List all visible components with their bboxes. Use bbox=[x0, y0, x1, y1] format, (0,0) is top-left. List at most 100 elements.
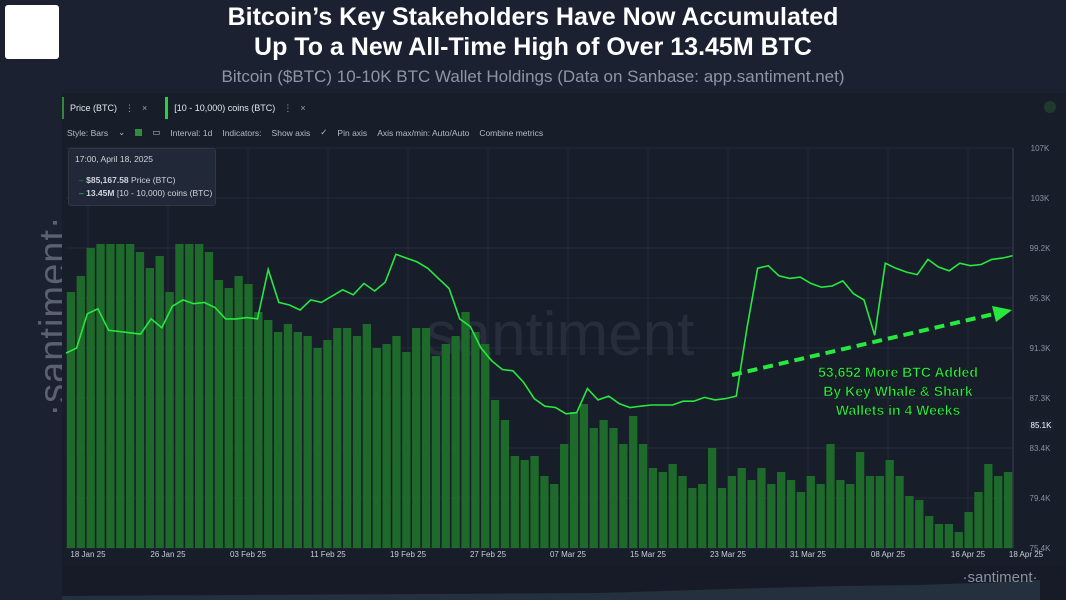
qr-code bbox=[5, 5, 59, 59]
price-line bbox=[65, 253, 1014, 415]
tooltip-holdings-label: [10 - 10,000) coins (BTC) bbox=[116, 188, 213, 198]
holdings-bar bbox=[214, 280, 224, 548]
holdings-bar bbox=[974, 492, 983, 548]
color-swatch[interactable] bbox=[135, 129, 143, 136]
holdings-bar bbox=[323, 340, 332, 548]
holdings-bar bbox=[984, 464, 993, 548]
holdings-bar bbox=[599, 420, 608, 548]
holdings-bar bbox=[283, 324, 293, 548]
holdings-bar bbox=[500, 420, 510, 548]
current-price-label: 85.1K bbox=[1031, 421, 1053, 430]
show-axis-toggle[interactable]: Show axis bbox=[271, 127, 311, 138]
holdings-bar bbox=[826, 444, 835, 548]
x-tick-label: 03 Feb 25 bbox=[230, 550, 267, 559]
holdings-bar bbox=[954, 532, 963, 548]
holdings-bar bbox=[66, 292, 76, 548]
holdings-bar bbox=[678, 476, 687, 548]
holdings-bar bbox=[185, 244, 194, 548]
holdings-bar bbox=[540, 476, 549, 548]
holdings-bar bbox=[737, 468, 746, 548]
holdings-bar bbox=[796, 492, 806, 548]
calendar-icon[interactable]: ▭ bbox=[152, 127, 161, 137]
holdings-bar bbox=[244, 284, 253, 548]
holdings-bar bbox=[96, 244, 105, 548]
holdings-bar bbox=[915, 500, 924, 548]
interval-select[interactable]: Interval: 1d bbox=[170, 127, 213, 138]
status-dot-icon[interactable] bbox=[1044, 101, 1056, 113]
holdings-bar bbox=[895, 476, 904, 548]
holdings-bar bbox=[816, 484, 825, 548]
y-tick-label: 83.4K bbox=[1030, 444, 1052, 453]
tooltip-holdings-row: – 13.45M [10 - 10,000) coins (BTC) bbox=[79, 188, 213, 198]
pin-axis-toggle[interactable]: Pin axis bbox=[337, 127, 368, 138]
chart-controls: Style: Bars ⌄ ▭ Interval: 1d Indicators:… bbox=[67, 127, 543, 138]
x-tick-label: 16 Apr 25 bbox=[951, 550, 986, 559]
holdings-bar bbox=[106, 244, 115, 548]
metric-tabs: Price (BTC) ⋮ × [10 - 10,000) coins (BTC… bbox=[62, 95, 324, 121]
holdings-bar bbox=[86, 248, 95, 548]
holdings-bar bbox=[698, 484, 707, 548]
holdings-bar bbox=[579, 404, 589, 548]
x-tick-label: 23 Mar 25 bbox=[710, 550, 747, 559]
trend-arrow-head bbox=[992, 306, 1012, 322]
y-tick-label: 99.2K bbox=[1030, 244, 1052, 253]
indicators-select[interactable]: Indicators: bbox=[222, 127, 262, 138]
holdings-bar bbox=[638, 444, 648, 548]
holdings-bar bbox=[352, 336, 362, 548]
holdings-bar bbox=[421, 328, 431, 548]
holdings-bar bbox=[145, 268, 154, 548]
tooltip-price-value: $85,167.58 bbox=[86, 175, 129, 185]
holdings-bar bbox=[481, 344, 490, 548]
holdings-bar bbox=[293, 332, 302, 548]
holdings-bar bbox=[76, 276, 85, 548]
holdings-bar bbox=[125, 244, 135, 548]
holdings-bar bbox=[264, 320, 273, 548]
x-tick-label: 18 Apr 25 bbox=[1009, 550, 1044, 559]
current-price-badge bbox=[1028, 419, 1054, 432]
holdings-bar bbox=[569, 412, 579, 548]
chart-tooltip: 17:00, April 18, 2025 – $85,167.58 Price… bbox=[68, 148, 216, 206]
y-tick-label: 103K bbox=[1031, 194, 1050, 203]
holdings-bar bbox=[342, 328, 352, 548]
holdings-bar bbox=[135, 252, 145, 548]
x-tick-label: 08 Apr 25 bbox=[871, 550, 906, 559]
chevron-down-icon: ⌄ bbox=[118, 127, 126, 137]
more-icon[interactable]: ⋮ bbox=[283, 102, 293, 113]
holdings-bar bbox=[441, 344, 450, 548]
y-tick-label: 75.4K bbox=[1030, 544, 1052, 553]
y-tick-label: 107K bbox=[1031, 144, 1050, 153]
holdings-bar bbox=[175, 244, 184, 548]
close-icon[interactable]: × bbox=[142, 103, 148, 113]
y-tick-label: 79.4K bbox=[1030, 494, 1052, 503]
holdings-bar bbox=[530, 456, 539, 548]
holdings-bar bbox=[165, 292, 174, 548]
holdings-bar bbox=[155, 256, 164, 548]
x-tick-label: 18 Jan 25 bbox=[70, 550, 106, 559]
holdings-bar bbox=[550, 484, 559, 548]
holdings-bar bbox=[668, 464, 677, 548]
combine-metrics-button[interactable]: Combine metrics bbox=[479, 127, 544, 138]
holdings-bar bbox=[195, 244, 204, 548]
holdings-bar bbox=[629, 416, 638, 548]
style-select[interactable]: Style: Bars bbox=[67, 127, 109, 138]
y-tick-label: 95.3K bbox=[1030, 294, 1052, 303]
holdings-bar bbox=[757, 468, 766, 548]
more-icon[interactable]: ⋮ bbox=[125, 102, 134, 113]
subtitle: Bitcoin ($BTC) 10-10K BTC Wallet Holding… bbox=[221, 67, 845, 86]
holdings-bar bbox=[727, 476, 737, 548]
axis-minmax-select[interactable]: Axis max/min: Auto/Auto bbox=[377, 127, 470, 138]
tooltip-price-row: – $85,167.58 Price (BTC) bbox=[79, 175, 176, 185]
y-tick-label: 87.3K bbox=[1030, 394, 1052, 403]
holdings-bar bbox=[885, 460, 894, 548]
holdings-bar bbox=[461, 312, 470, 548]
tab-price[interactable]: Price (BTC) ⋮ × bbox=[62, 97, 159, 119]
holdings-bar bbox=[589, 428, 598, 548]
tab-holdings[interactable]: [10 - 10,000) coins (BTC) ⋮ × bbox=[165, 97, 317, 119]
close-icon[interactable]: × bbox=[300, 103, 306, 113]
holdings-bar bbox=[303, 336, 312, 548]
holdings-bar bbox=[836, 480, 845, 548]
holdings-bar bbox=[490, 400, 500, 548]
y-tick-label: 91.3K bbox=[1030, 344, 1052, 353]
holdings-bar bbox=[707, 448, 717, 548]
